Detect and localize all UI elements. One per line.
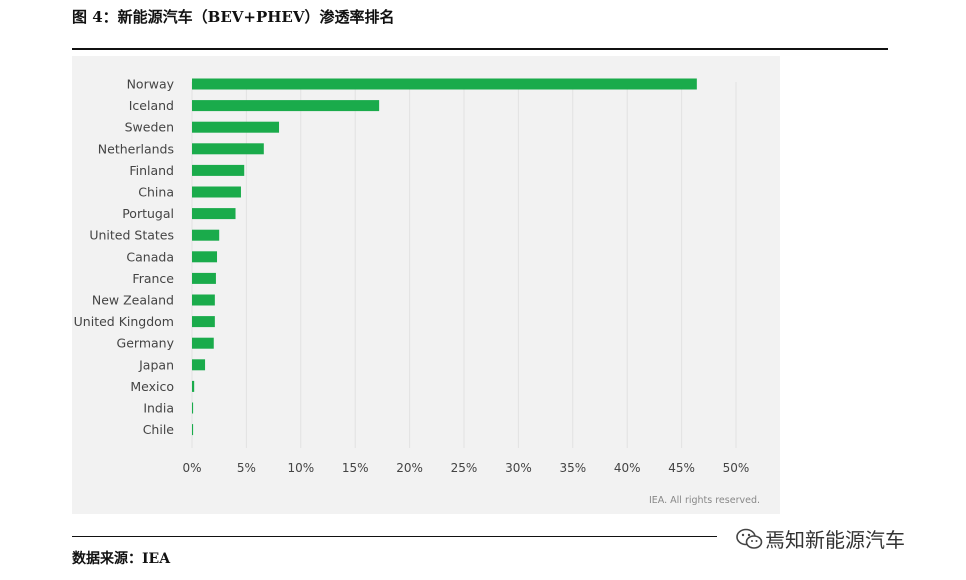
- wechat-icon: [736, 528, 763, 549]
- category-label: Sweden: [125, 120, 174, 135]
- watermark: 焉知新能源汽车: [735, 524, 905, 553]
- x-tick-label: 0%: [182, 461, 201, 475]
- category-label: Portugal: [122, 206, 174, 221]
- bar: [192, 272, 216, 284]
- x-tick-label: 50%: [723, 461, 750, 475]
- category-label: Canada: [126, 249, 174, 264]
- x-tick-label: 30%: [505, 461, 532, 475]
- bar: [192, 251, 218, 263]
- category-label: United Kingdom: [74, 314, 174, 329]
- chart-credit: IEA. All rights reserved.: [649, 495, 760, 506]
- category-label: Japan: [138, 357, 174, 372]
- x-tick-label: 35%: [559, 461, 586, 475]
- x-tick-label: 10%: [287, 461, 314, 475]
- bar: [192, 78, 697, 90]
- bar: [192, 424, 194, 436]
- category-label: Iceland: [129, 98, 174, 113]
- grid-lines: [191, 82, 737, 448]
- bar: [192, 208, 236, 220]
- top-rule: [72, 48, 888, 50]
- plot-panel: Norway Iceland Sweden Netherlands Finland Chi…: [72, 56, 780, 514]
- category-label: United States: [89, 228, 174, 243]
- bar: [192, 359, 206, 371]
- category-label: China: [138, 185, 174, 200]
- x-tick-label: 5%: [237, 461, 256, 475]
- category-labels: Norway Iceland Sweden Netherlands Finland Chi…: [74, 77, 175, 438]
- x-tick-label: 20%: [396, 461, 423, 475]
- category-label: Mexico: [130, 379, 174, 394]
- bottom-rule: [72, 536, 717, 537]
- category-label: Norway: [127, 77, 175, 92]
- bar: [192, 316, 215, 328]
- bar: [192, 186, 241, 198]
- category-label: Chile: [143, 422, 175, 437]
- x-axis-ticks: 0% 5% 10% 15% 20% 25% 30% 35% 40% 45% 50%: [182, 461, 749, 475]
- x-tick-label: 45%: [668, 461, 695, 475]
- bar: [192, 100, 380, 112]
- category-label: Netherlands: [98, 141, 174, 156]
- x-tick-label: 40%: [614, 461, 641, 475]
- category-label: Finland: [129, 163, 174, 178]
- x-tick-label: 15%: [342, 461, 369, 475]
- bar: [192, 143, 264, 155]
- bar: [192, 294, 215, 306]
- bar: [192, 402, 194, 414]
- category-label: Germany: [117, 336, 175, 351]
- watermark-text: 焉知新能源汽车: [765, 528, 905, 552]
- category-label: India: [143, 401, 174, 416]
- category-label: France: [132, 271, 174, 286]
- category-label: New Zealand: [92, 293, 174, 308]
- bar: [192, 380, 195, 392]
- bar-group: [192, 78, 697, 436]
- source-note: 数据来源：IEA: [72, 551, 171, 567]
- figure-title: 图 4：新能源汽车（BEV+PHEV）渗透率排名: [72, 8, 395, 26]
- bar: [192, 164, 245, 176]
- bar: [192, 337, 214, 349]
- x-tick-label: 25%: [451, 461, 478, 475]
- bar: [192, 229, 220, 241]
- bar: [192, 121, 280, 133]
- bar-chart: Norway Iceland Sweden Netherlands Finland Chi…: [74, 77, 760, 507]
